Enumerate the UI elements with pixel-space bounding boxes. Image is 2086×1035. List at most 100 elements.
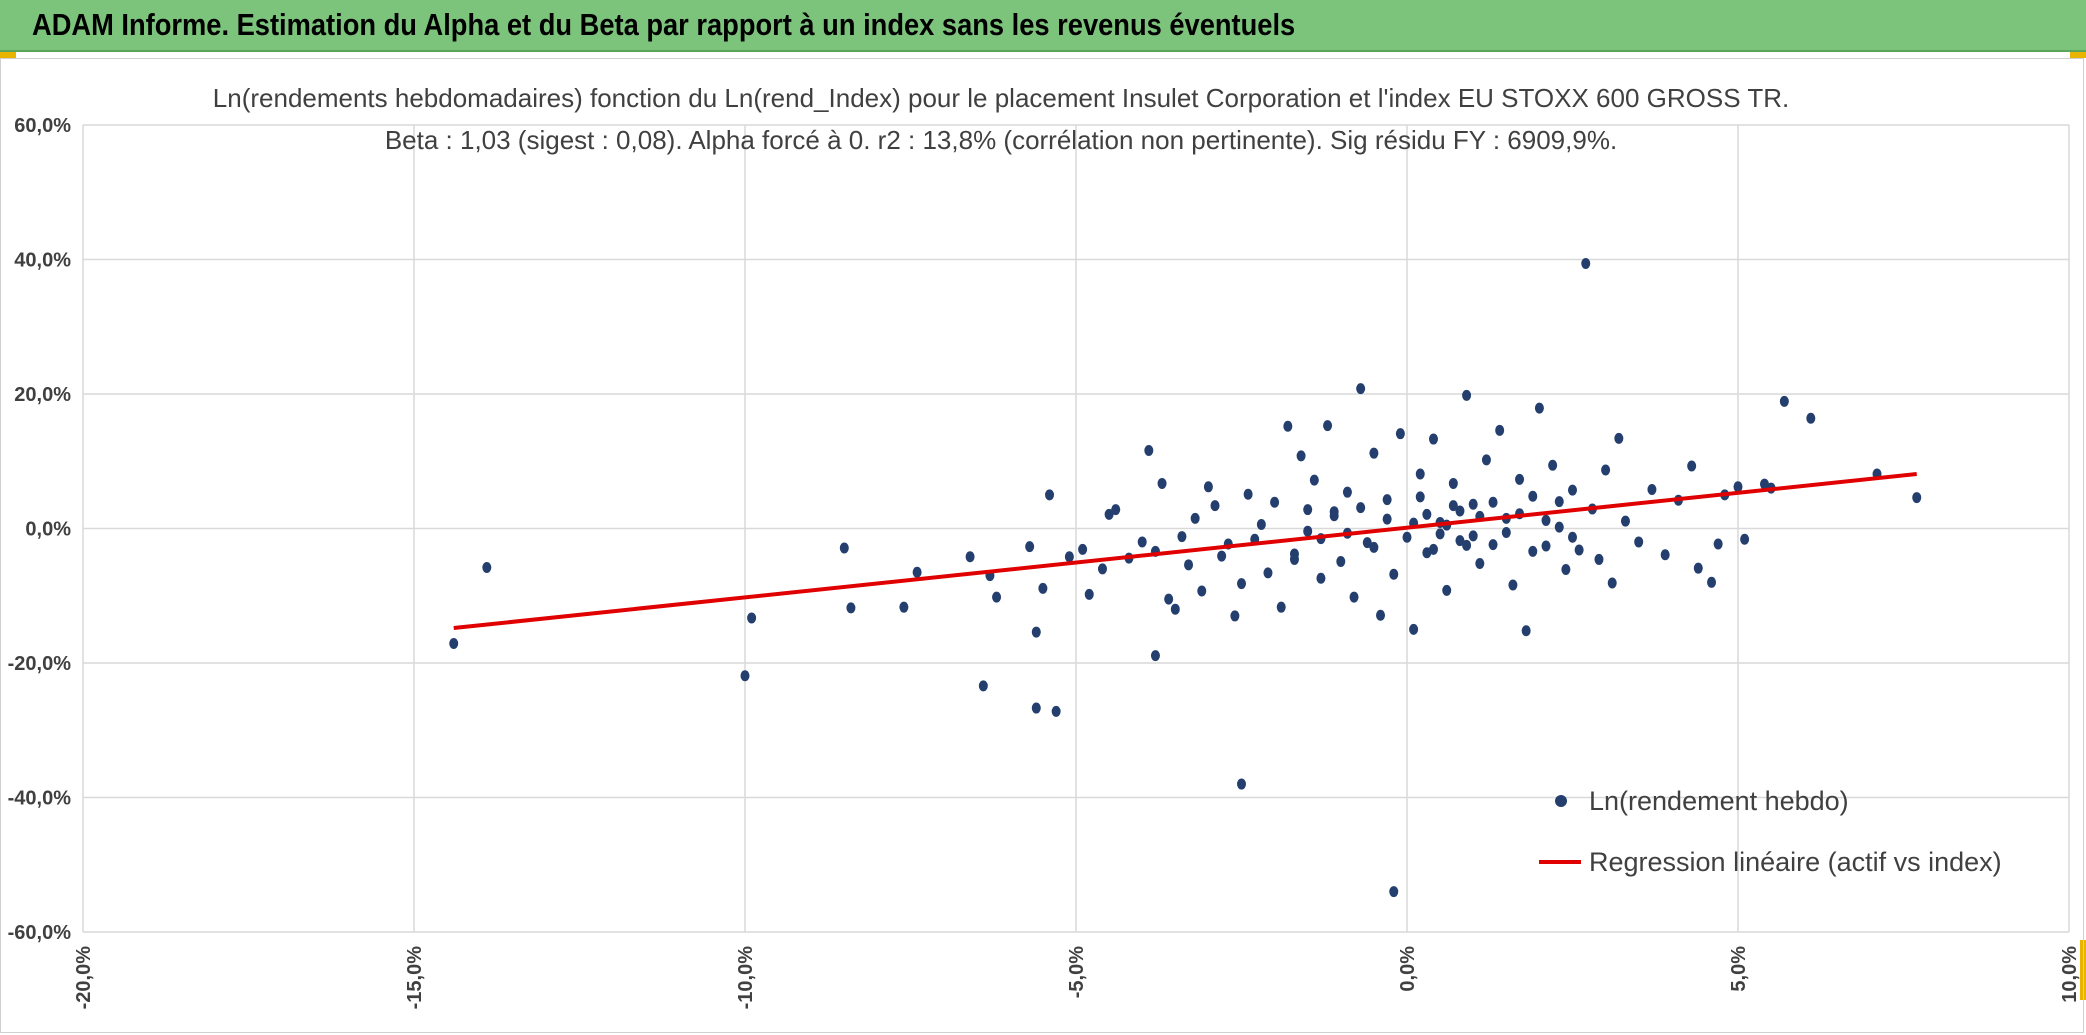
corner-marker-left: [0, 52, 16, 58]
data-point: [1289, 553, 1299, 565]
data-point: [1197, 585, 1207, 597]
data-point: [1210, 500, 1220, 512]
points-layer: [449, 258, 1922, 898]
data-point: [1025, 541, 1035, 553]
data-point: [1389, 568, 1399, 580]
data-point: [1356, 502, 1366, 514]
scatter-chart: -60,0% -40,0% -20,0% 0,0% 20,0% 40,0% 60,0% -20…: [8, 83, 2081, 1009]
data-point: [1435, 528, 1445, 540]
data-point: [1733, 481, 1743, 493]
data-point: [1568, 484, 1577, 496]
data-point: [1548, 459, 1558, 471]
data-point: [1084, 588, 1094, 600]
data-point: [1097, 563, 1107, 575]
data-point: [899, 601, 909, 613]
x-tick-label: 10,0%: [2059, 946, 2081, 1003]
data-point: [1150, 650, 1160, 662]
data-point: [1448, 477, 1458, 489]
regression-layer: [453, 472, 1917, 631]
y-tick-label: -60,0%: [8, 922, 72, 944]
data-point: [1237, 778, 1246, 790]
y-tick-label: 40,0%: [14, 250, 71, 272]
x-tick-label: -10,0%: [735, 946, 757, 1010]
chart-subtitle: Beta : 1,03 (sigest : 0,08). Alpha forcé…: [385, 125, 1617, 155]
data-point: [1389, 886, 1399, 898]
data-point: [1170, 603, 1180, 615]
data-point: [1607, 577, 1617, 589]
data-point: [1534, 402, 1544, 414]
data-point: [1137, 536, 1147, 548]
data-point: [1415, 468, 1425, 480]
data-point: [1561, 564, 1571, 576]
data-point: [978, 680, 988, 692]
data-point: [1243, 488, 1253, 500]
page-title: ADAM Informe. Estimation du Alpha et du …: [32, 7, 1296, 42]
data-point: [1442, 584, 1452, 596]
data-point: [1051, 705, 1061, 717]
data-point: [1283, 420, 1293, 432]
y-tick-label: 60,0%: [14, 115, 71, 137]
data-point: [1740, 533, 1750, 545]
data-point: [1488, 539, 1498, 551]
data-point: [1217, 550, 1227, 562]
data-point: [449, 637, 459, 649]
data-point: [992, 591, 1002, 603]
data-point: [839, 542, 849, 554]
data-point: [1568, 531, 1577, 543]
data-point: [1468, 498, 1478, 510]
data-point: [1687, 460, 1697, 472]
data-point: [1574, 544, 1584, 556]
data-point: [1707, 576, 1717, 588]
data-point: [965, 551, 975, 563]
data-point: [1501, 527, 1511, 539]
data-point: [1237, 578, 1246, 590]
legend-label-regression: Regression linéaire (actif vs index): [1589, 847, 2002, 877]
data-point: [1190, 512, 1200, 524]
data-point: [1468, 530, 1478, 542]
data-point: [1276, 601, 1286, 613]
data-point: [1614, 432, 1624, 444]
data-point: [1031, 702, 1041, 714]
data-point: [1495, 424, 1505, 436]
data-point: [1462, 539, 1472, 551]
data-point: [747, 612, 757, 624]
data-point: [1647, 483, 1657, 495]
data-point: [1481, 454, 1491, 466]
chart-title: Ln(rendements hebdomadaires) fonction du…: [213, 83, 1789, 113]
data-point: [1270, 496, 1280, 508]
data-point: [1428, 543, 1438, 555]
data-point: [1415, 491, 1425, 503]
data-point: [1111, 504, 1121, 516]
legend-marker-scatter: [1555, 795, 1567, 807]
data-point: [1528, 490, 1538, 502]
data-point: [846, 602, 856, 614]
y-tick-label: -20,0%: [8, 653, 72, 675]
x-tick-label: 0,0%: [1397, 946, 1419, 992]
x-tick-label: -15,0%: [404, 946, 426, 1010]
legend-label-scatter: Ln(rendement hebdo): [1589, 786, 1849, 816]
data-point: [1528, 545, 1538, 557]
data-point: [1601, 464, 1611, 476]
data-point: [1064, 551, 1074, 563]
data-point: [1912, 492, 1922, 504]
chart-frame: -60,0% -40,0% -20,0% 0,0% 20,0% 40,0% 60,0% -20…: [0, 58, 2084, 1033]
data-point: [482, 562, 492, 574]
data-point: [1038, 582, 1048, 594]
y-tick-label: 0,0%: [25, 519, 71, 541]
data-point: [1554, 521, 1564, 533]
data-point: [1541, 514, 1551, 526]
data-point: [1296, 450, 1306, 462]
data-point: [1376, 609, 1386, 621]
data-point: [1581, 258, 1591, 270]
data-point: [1362, 537, 1372, 549]
data-point: [1349, 591, 1359, 603]
data-point: [1515, 473, 1525, 485]
data-point: [1382, 513, 1392, 525]
data-point: [1329, 510, 1339, 522]
axis-layer: -60,0% -40,0% -20,0% 0,0% 20,0% 40,0% 60,0% -20…: [8, 115, 2081, 1009]
data-point: [1177, 531, 1187, 543]
data-point: [1230, 610, 1240, 622]
data-point: [1554, 496, 1564, 508]
data-point: [1316, 572, 1326, 584]
data-point: [740, 670, 750, 682]
